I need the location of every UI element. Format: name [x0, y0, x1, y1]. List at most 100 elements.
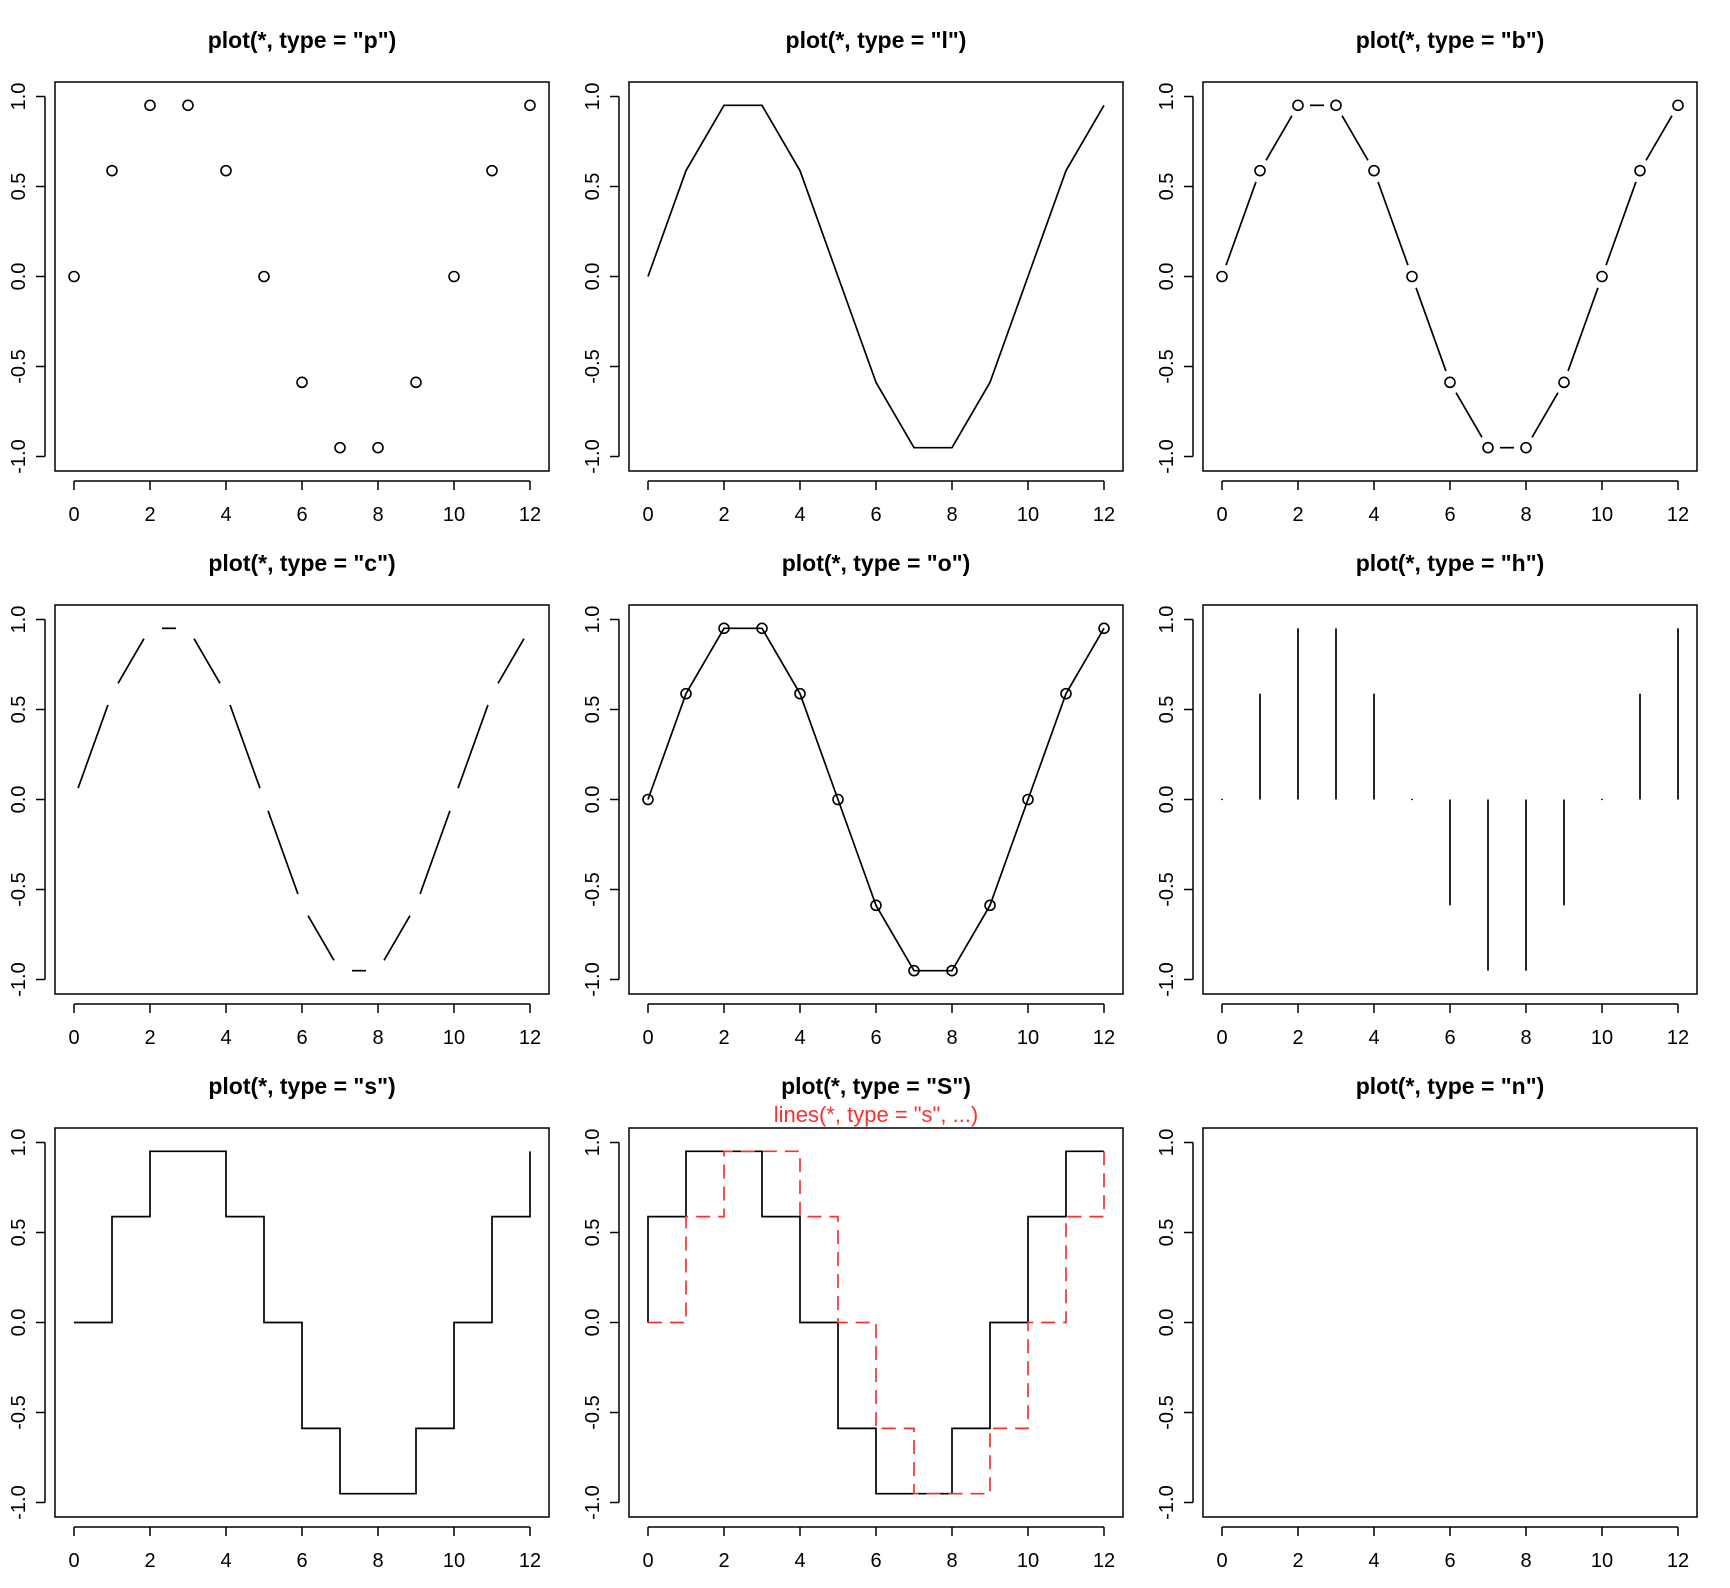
data-marks	[642, 622, 1110, 977]
plot-frame	[628, 604, 1124, 995]
overlay-step-line	[648, 1150, 1105, 1495]
data-line-segment-9	[419, 810, 451, 895]
data-point-1	[1254, 164, 1266, 177]
y-axis: -1.0 -0.5 0.0 0.5 1.0	[582, 1129, 620, 1520]
data-line-segment-8	[383, 915, 411, 961]
data-step-line	[74, 1150, 531, 1495]
x-tick-label: 0	[1216, 504, 1227, 526]
y-tick-label: 1.0	[1156, 83, 1178, 111]
x-tick-label: 2	[718, 1027, 729, 1049]
data-point-9	[410, 376, 422, 389]
y-tick-label: -1.0	[1156, 439, 1178, 473]
y-tick-label: -0.5	[1156, 1395, 1178, 1429]
x-tick-label: 12	[1093, 1550, 1115, 1572]
y-tick-label: 0.5	[1156, 696, 1178, 724]
y-tick-label: 0.5	[8, 696, 30, 724]
data-line-segment-11	[497, 638, 525, 684]
x-tick-label: 6	[296, 504, 307, 526]
x-axis: 0 2 4 6 8 10 12	[1216, 480, 1689, 526]
data-point-1	[680, 687, 692, 700]
data-line-segment-5	[1415, 287, 1447, 372]
x-tick-label: 2	[144, 1027, 155, 1049]
x-tick-label: 4	[1368, 1550, 1379, 1572]
data-point-2	[144, 99, 156, 112]
chart-panel-b: plot(*, type = "b") 0 2 4 6 8 10 12 -1.0 -0.5 0.0 0…	[1156, 27, 1698, 526]
y-tick-label: 0.5	[582, 1219, 604, 1247]
plot-frame	[1202, 604, 1698, 995]
x-tick-label: 10	[1017, 1027, 1039, 1049]
x-tick-label: 0	[642, 504, 653, 526]
x-tick-label: 10	[443, 504, 465, 526]
y-tick-label: 0.0	[8, 263, 30, 291]
x-tick-label: 10	[1017, 1550, 1039, 1572]
data-point-6	[870, 899, 882, 912]
data-line-segment-6	[307, 915, 335, 961]
x-tick-label: 0	[1216, 1027, 1227, 1049]
x-axis: 0 2 4 6 8 10 12	[68, 1526, 541, 1572]
x-tick-label: 6	[1444, 1027, 1455, 1049]
data-point-4	[794, 687, 806, 700]
data-point-3	[756, 622, 768, 635]
y-tick-label: -1.0	[1156, 1485, 1178, 1519]
x-tick-label: 6	[870, 1550, 881, 1572]
y-tick-label: 0.0	[1156, 786, 1178, 814]
data-point-4	[220, 164, 232, 177]
y-tick-label: -1.0	[8, 439, 30, 473]
overlay-label: lines(*, type = "s", ...)	[774, 1102, 979, 1127]
x-axis: 0 2 4 6 8 10 12	[68, 480, 541, 526]
data-point-10	[1596, 270, 1608, 283]
data-point-12	[524, 99, 536, 112]
x-tick-label: 4	[220, 1550, 231, 1572]
x-tick-label: 6	[1444, 1550, 1455, 1572]
data-point-0	[68, 270, 80, 283]
y-tick-label: -1.0	[582, 1485, 604, 1519]
chart-title: plot(*, type = "S")	[781, 1073, 971, 1099]
data-point-0	[1216, 270, 1228, 283]
x-tick-label: 4	[794, 1027, 805, 1049]
x-tick-label: 10	[1591, 1027, 1613, 1049]
data-point-9	[1558, 376, 1570, 389]
data-line-segment-3	[193, 638, 221, 684]
x-tick-label: 8	[1520, 504, 1531, 526]
x-tick-label: 8	[946, 1550, 957, 1572]
plot-frame	[1202, 81, 1698, 472]
y-tick-label: -0.5	[1156, 349, 1178, 383]
x-tick-label: 10	[1591, 1550, 1613, 1572]
y-axis: -1.0 -0.5 0.0 0.5 1.0	[1156, 1129, 1194, 1520]
y-tick-label: -1.0	[1156, 962, 1178, 996]
data-marks	[647, 104, 1105, 449]
x-tick-label: 4	[794, 504, 805, 526]
chart-panel-l: plot(*, type = "l") 0 2 4 6 8 10 12 -1.0 -0.5 0.0 0…	[582, 27, 1124, 526]
y-tick-label: 0.5	[8, 1219, 30, 1247]
y-tick-label: 0.0	[8, 1309, 30, 1337]
y-tick-label: 1.0	[1156, 606, 1178, 634]
y-tick-label: 0.0	[8, 786, 30, 814]
x-axis: 0 2 4 6 8 10 12	[642, 1526, 1115, 1572]
x-tick-label: 12	[1667, 504, 1689, 526]
data-point-12	[1672, 99, 1684, 112]
x-tick-label: 2	[1292, 504, 1303, 526]
x-tick-label: 2	[144, 504, 155, 526]
chart-panel-s: plot(*, type = "s") 0 2 4 6 8 10 12 -1.0 -0.5 0.0 0…	[8, 1073, 550, 1572]
chart-title: plot(*, type = "b")	[1356, 27, 1545, 53]
plot-frame	[54, 81, 550, 472]
y-tick-label: 1.0	[582, 83, 604, 111]
chart-panel-c: plot(*, type = "c") 0 2 4 6 8 10 12 -1.0 -0.5 0.0 0…	[8, 550, 550, 1049]
x-tick-label: 8	[946, 1027, 957, 1049]
chart-title: plot(*, type = "c")	[208, 550, 395, 576]
x-axis: 0 2 4 6 8 10 12	[642, 480, 1115, 526]
x-tick-label: 4	[1368, 504, 1379, 526]
data-point-7	[1482, 441, 1494, 454]
data-marks	[1216, 99, 1684, 454]
x-tick-label: 0	[68, 1027, 79, 1049]
x-tick-label: 4	[220, 1027, 231, 1049]
y-tick-label: 0.0	[582, 263, 604, 291]
x-axis: 0 2 4 6 8 10 12	[68, 1003, 541, 1049]
data-line-segment-11	[1645, 115, 1673, 161]
y-tick-label: -0.5	[582, 1395, 604, 1429]
x-tick-label: 8	[372, 504, 383, 526]
chart-panel-S: plot(*, type = "S") 0 2 4 6 8 10 12 -1.0 -0.5 0.0 0…	[582, 1073, 1124, 1572]
x-axis: 0 2 4 6 8 10 12	[642, 1003, 1115, 1049]
y-tick-label: -0.5	[8, 349, 30, 383]
